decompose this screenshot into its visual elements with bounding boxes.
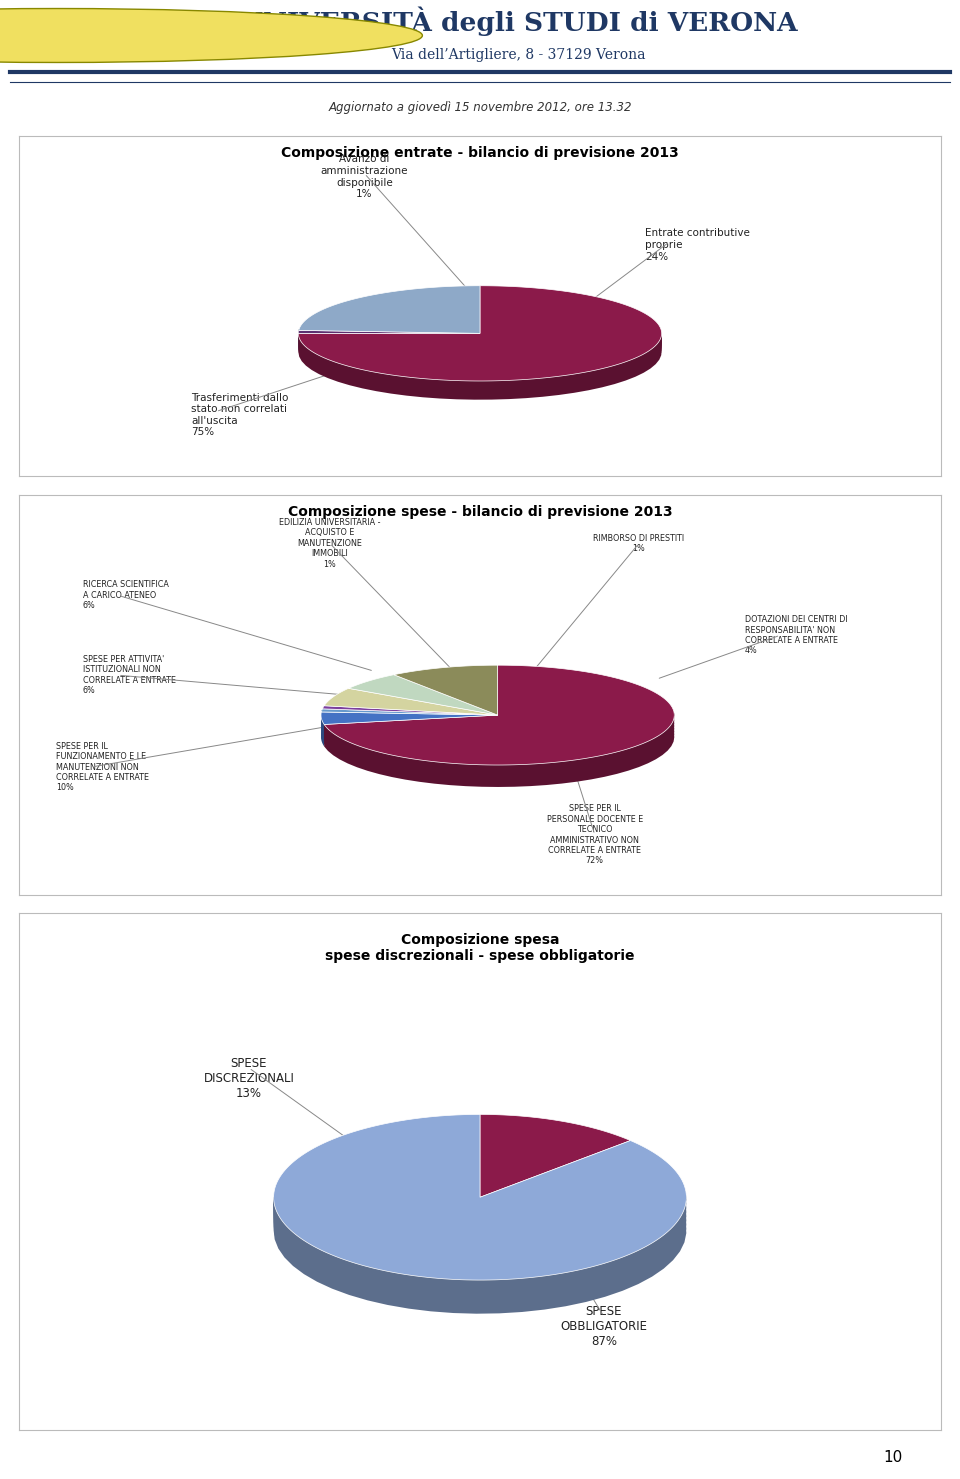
- Polygon shape: [299, 331, 661, 383]
- Text: Entrate contributive
proprie
24%: Entrate contributive proprie 24%: [645, 228, 750, 262]
- Text: RICERCA SCIENTIFICA
A CARICO ATENEO
6%: RICERCA SCIENTIFICA A CARICO ATENEO 6%: [83, 580, 168, 611]
- Polygon shape: [274, 1191, 686, 1302]
- Polygon shape: [274, 1191, 686, 1288]
- Text: Composizione spesa
spese discrezionali - spese obbligatorie: Composizione spesa spese discrezionali -…: [325, 933, 635, 963]
- Polygon shape: [321, 711, 324, 744]
- Text: SPESE
DISCREZIONALI
13%: SPESE DISCREZIONALI 13%: [204, 1056, 295, 1100]
- Polygon shape: [274, 1191, 686, 1293]
- Text: Aggiornato a giovedì 15 novembre 2012, ore 13.32: Aggiornato a giovedì 15 novembre 2012, o…: [328, 101, 632, 114]
- Text: Composizione spese - bilancio di previsione 2013: Composizione spese - bilancio di previsi…: [288, 506, 672, 519]
- Text: Avanzo di
amministrazione
disponibile
1%: Avanzo di amministrazione disponibile 1%: [321, 154, 408, 200]
- Polygon shape: [324, 688, 497, 714]
- Polygon shape: [299, 331, 661, 395]
- Polygon shape: [321, 711, 324, 728]
- Text: Trasferimenti dallo
stato non correlati
all'uscita
75%: Trasferimenti dallo stato non correlati …: [191, 392, 288, 438]
- Text: SPESE PER IL
FUNZIONAMENTO E LE
MANUTENZIONI NON
CORRELATE A ENTRATE
10%: SPESE PER IL FUNZIONAMENTO E LE MANUTENZ…: [56, 741, 149, 793]
- Polygon shape: [321, 711, 324, 731]
- Polygon shape: [324, 710, 674, 776]
- Text: SPESE
OBBLIGATORIE
87%: SPESE OBBLIGATORIE 87%: [561, 1304, 647, 1349]
- Polygon shape: [394, 666, 497, 714]
- Text: Composizione entrate - bilancio di previsione 2013: Composizione entrate - bilancio di previ…: [281, 146, 679, 160]
- Polygon shape: [324, 710, 674, 787]
- Text: SPESE PER IL
PERSONALE DOCENTE E
TECNICO
AMMINISTRATIVO NON
CORRELATE A ENTRATE
: SPESE PER IL PERSONALE DOCENTE E TECNICO…: [546, 805, 643, 865]
- Polygon shape: [324, 666, 674, 765]
- Polygon shape: [274, 1191, 686, 1284]
- Polygon shape: [323, 705, 497, 714]
- Polygon shape: [299, 331, 661, 386]
- Polygon shape: [299, 331, 661, 392]
- Polygon shape: [274, 1191, 686, 1306]
- Polygon shape: [299, 285, 480, 333]
- Polygon shape: [274, 1191, 686, 1297]
- Polygon shape: [324, 710, 674, 779]
- Text: RIMBORSO DI PRESTITI
1%: RIMBORSO DI PRESTITI 1%: [593, 534, 684, 553]
- Polygon shape: [321, 711, 324, 747]
- Text: UNIVERSITÀ degli STUDI di VERONA: UNIVERSITÀ degli STUDI di VERONA: [240, 6, 797, 35]
- Polygon shape: [274, 1191, 686, 1309]
- Polygon shape: [299, 330, 480, 333]
- Text: EDILIZIA UNIVERSITARIA -
ACQUISTO E
MANUTENZIONE
IMMOBILI
1%: EDILIZIA UNIVERSITARIA - ACQUISTO E MANU…: [279, 518, 380, 569]
- Polygon shape: [299, 331, 661, 387]
- Polygon shape: [299, 331, 661, 390]
- Polygon shape: [321, 711, 324, 741]
- Polygon shape: [321, 711, 324, 735]
- Polygon shape: [321, 711, 324, 738]
- Polygon shape: [274, 1115, 686, 1279]
- Polygon shape: [480, 1115, 631, 1198]
- Polygon shape: [299, 331, 661, 398]
- Polygon shape: [324, 710, 674, 768]
- Polygon shape: [324, 710, 674, 774]
- Text: SPESE PER ATTIVITA'
ISTITUZIONALI NON
CORRELATE A ENTRATE
6%: SPESE PER ATTIVITA' ISTITUZIONALI NON CO…: [83, 655, 176, 695]
- Polygon shape: [322, 708, 497, 714]
- Polygon shape: [324, 710, 674, 784]
- Polygon shape: [274, 1191, 686, 1313]
- Polygon shape: [321, 711, 324, 732]
- Polygon shape: [324, 710, 674, 781]
- Polygon shape: [324, 710, 674, 771]
- Text: 10: 10: [883, 1449, 902, 1466]
- Text: DOTAZIONI DEI CENTRI DI
RESPONSABILITA' NON
CORRELATE A ENTRATE
4%: DOTAZIONI DEI CENTRI DI RESPONSABILITA' …: [745, 615, 848, 655]
- Polygon shape: [299, 331, 661, 399]
- Polygon shape: [348, 674, 497, 714]
- Circle shape: [0, 9, 422, 62]
- Text: Via dell’Artigliere, 8 - 37129 Verona: Via dell’Artigliere, 8 - 37129 Verona: [391, 49, 646, 62]
- Polygon shape: [299, 285, 661, 382]
- Polygon shape: [321, 711, 497, 725]
